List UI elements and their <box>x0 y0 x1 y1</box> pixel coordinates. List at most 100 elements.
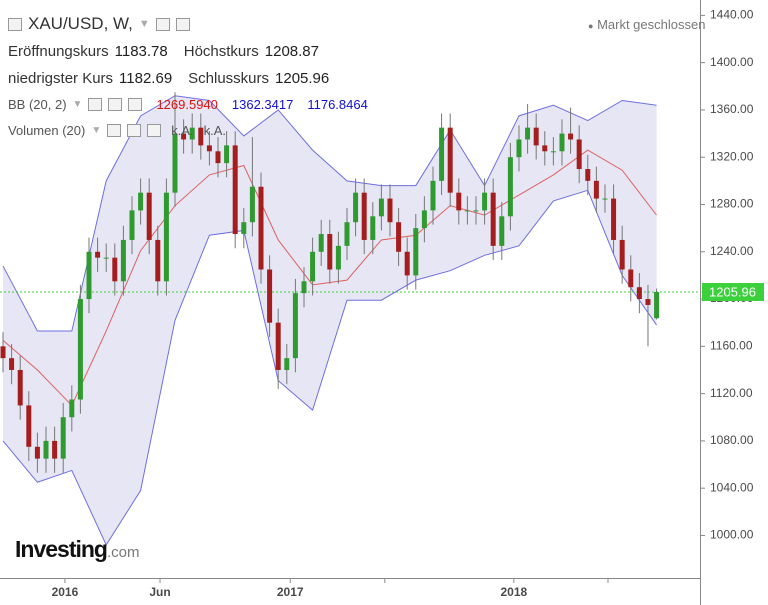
candle-body <box>0 346 6 359</box>
volume-value: k.A. <box>171 123 194 138</box>
x-tick-label: Jun <box>149 585 170 599</box>
dropdown[interactable]: ▼ <box>72 99 83 110</box>
ohlc-row: niedrigster Kurs 1182.69 Schlusskurs 1205.9… <box>8 70 339 87</box>
candle-body <box>241 222 247 235</box>
candle-body <box>421 210 427 229</box>
candle-body <box>611 198 617 240</box>
logo-name: Investing <box>15 536 108 562</box>
candle-body <box>224 145 230 164</box>
field-value: 1183.78 <box>114 43 168 60</box>
bb-name: BB (20, 2) <box>8 97 67 112</box>
candle-body <box>215 151 221 164</box>
candle-body <box>112 257 118 282</box>
field-name: niedrigster Kurs <box>8 70 114 87</box>
candle-body <box>17 369 23 406</box>
dropdown[interactable]: ▼ <box>138 18 150 30</box>
settings-icon[interactable] <box>175 17 190 31</box>
candle-body <box>585 169 591 181</box>
y-tick-label: 1000.00 <box>710 528 754 542</box>
bb-lower-line <box>2 189 657 546</box>
y-tick-label: 1040.00 <box>710 480 754 494</box>
eye-icon[interactable] <box>88 98 103 111</box>
y-tick-label: 1320.00 <box>710 149 754 163</box>
y-tick-label: 1400.00 <box>710 55 754 69</box>
bb-upper-line <box>2 95 657 332</box>
candle-body <box>628 269 634 288</box>
settings-icon[interactable] <box>127 124 142 137</box>
candle-body <box>292 293 298 359</box>
settings-icon[interactable] <box>108 98 123 111</box>
candle-body <box>335 245 341 270</box>
candle-body <box>120 239 126 282</box>
candle-body <box>43 440 49 459</box>
candle-body <box>447 127 453 193</box>
candle-body <box>482 192 488 211</box>
candle-body <box>267 269 273 323</box>
close-icon[interactable] <box>128 98 143 111</box>
bb-value: 1269.5940 <box>156 97 218 112</box>
candle-body <box>258 186 264 270</box>
last-price-label: 1205.96 <box>709 284 756 299</box>
y-tick-label: 1120.00 <box>710 386 753 400</box>
candle-body <box>232 145 238 235</box>
volume-row: Volumen (20) ▼ k.A. k.A. <box>8 123 226 138</box>
logo: Investing.com <box>15 536 139 563</box>
candle-body <box>499 216 505 246</box>
candle-body <box>533 127 539 146</box>
field-name: Höchstkurs <box>183 43 259 60</box>
close-icon[interactable] <box>147 124 162 137</box>
candle-body <box>327 234 333 270</box>
candle-body <box>344 222 350 246</box>
candle-body <box>26 405 32 447</box>
candle-body <box>172 133 178 193</box>
symbol-row: XAU/USD, W, ▼ <box>8 14 190 34</box>
candle-body <box>507 157 513 217</box>
candle-body <box>525 127 531 140</box>
candle-body <box>387 198 393 223</box>
candle-body <box>602 198 608 200</box>
field-value: 1205.96 <box>275 70 330 87</box>
y-tick-label: 1440.00 <box>710 8 754 22</box>
eye-icon[interactable] <box>107 124 122 137</box>
candle-body <box>645 299 651 305</box>
candle-body <box>189 127 195 140</box>
candle-body <box>95 251 101 258</box>
candle-body <box>206 145 212 152</box>
candle-body <box>155 239 161 282</box>
bb-row: BB (20, 2) ▼ 1269.5940 1362.3417 1176.8464 <box>8 97 368 112</box>
y-tick-label: 1240.00 <box>710 244 754 258</box>
candle-body <box>34 446 40 459</box>
candle-body <box>568 133 574 140</box>
candle-body <box>370 216 376 240</box>
candle-body <box>576 139 582 170</box>
candle-body <box>439 127 445 181</box>
candle-body <box>361 192 367 240</box>
candle-body <box>52 440 58 459</box>
candle-body <box>198 127 204 146</box>
volume-value: k.A. <box>203 123 227 138</box>
candle-body <box>516 139 522 158</box>
x-tick-label: 2018 <box>500 585 527 599</box>
candle-body <box>396 222 402 252</box>
field-value: 1208.87 <box>264 43 319 60</box>
collapse-icon[interactable] <box>8 17 22 31</box>
candle-body <box>378 198 384 217</box>
eye-icon[interactable] <box>155 17 170 31</box>
y-tick-label: 1160.00 <box>710 338 753 352</box>
candle-body <box>542 145 548 152</box>
symbol: XAU/USD, W, <box>28 14 133 33</box>
candle-body <box>636 287 642 300</box>
candle-body <box>86 251 92 300</box>
candle-body <box>430 180 436 211</box>
candle-body <box>301 281 307 294</box>
candle-body <box>60 417 66 459</box>
logo-suffix: .com <box>106 544 140 561</box>
dropdown[interactable]: ▼ <box>91 125 102 136</box>
candle-body <box>490 192 496 246</box>
candle-body <box>404 251 410 276</box>
candle-body <box>249 186 255 223</box>
candle-body <box>103 257 109 259</box>
y-tick-label: 1280.00 <box>710 197 754 211</box>
